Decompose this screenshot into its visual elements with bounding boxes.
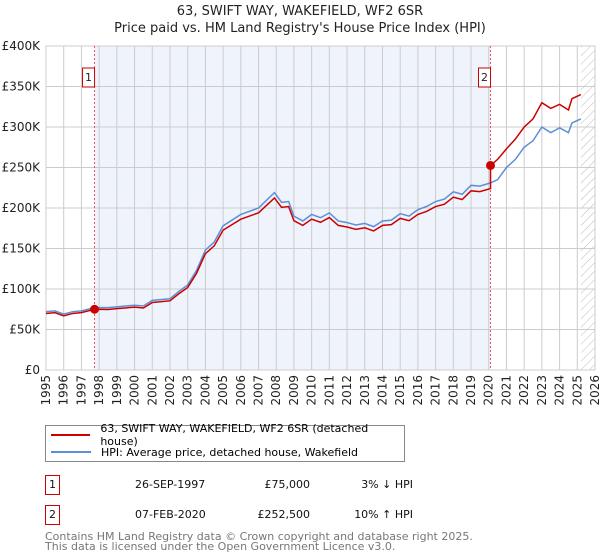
sale-marker-box	[478, 67, 492, 88]
x-tick-label: 2002	[163, 375, 177, 406]
x-tick-label: 2006	[234, 375, 248, 406]
y-tick-label: £300K	[2, 120, 42, 134]
sale-marker-label: 2	[481, 71, 488, 84]
legend-item-hpi: HPI: Average price, detached house, Wake…	[51, 444, 358, 460]
x-tick-label: 2000	[128, 375, 142, 406]
price-chart: 1995 1996 1997 1998 1999 2000 2001 2002 2003 2004…	[2, 39, 600, 406]
x-tick-label: 1999	[110, 375, 124, 406]
transaction-hpi: 3% ↓ HPI	[361, 478, 413, 491]
x-tick-label: 1997	[74, 375, 88, 406]
chart-title: 63, SWIFT WAY, WAKEFIELD, WF2 6SR	[176, 4, 424, 19]
legend-item-property: 63, SWIFT WAY, WAKEFIELD, WF2 6SR (detac…	[51, 422, 404, 448]
transaction-price: £252,500	[257, 508, 311, 521]
x-tick-label: 2018	[446, 375, 460, 406]
sale-point	[486, 160, 496, 170]
series-line-property	[45, 93, 582, 317]
y-tick-label: £250K	[2, 161, 42, 175]
legend-line-red	[51, 434, 91, 436]
x-tick-label: 2023	[535, 375, 549, 406]
sale-marker-box	[82, 67, 96, 88]
x-tick-label: 2022	[517, 375, 531, 406]
y-tick-label: £100K	[2, 282, 42, 296]
x-tick-label: 2009	[287, 375, 301, 406]
legend-label: HPI: Average price, detached house, Wake…	[101, 445, 359, 459]
x-tick-label: 2019	[464, 375, 478, 406]
marker-badge: 2	[45, 505, 60, 525]
legend-label: 63, SWIFT WAY, WAKEFIELD, WF2 6SR (detac…	[100, 422, 369, 448]
x-tick-label: 2026	[588, 375, 600, 406]
transaction-price: £75,000	[264, 478, 311, 491]
x-tick-label: 2017	[429, 375, 443, 406]
x-tick-label: 2021	[499, 375, 513, 406]
x-tick-label: 2005	[216, 375, 230, 406]
x-tick-label: 2012	[340, 375, 354, 406]
x-tick-label: 2015	[393, 375, 407, 406]
y-tick-label: £200K	[2, 201, 42, 215]
legend: 63, SWIFT WAY, WAKEFIELD, WF2 6SR (detac…	[45, 422, 405, 462]
y-tick-label: £50K	[9, 323, 41, 337]
x-tick-label: 2010	[305, 375, 319, 406]
x-tick-label: 1998	[92, 375, 106, 406]
chart-subtitle: Price paid vs. HM Land Registry's House …	[114, 21, 486, 36]
transaction-row: 1 26-SEP-1997 £75,000 3% ↓ HPI	[45, 475, 425, 497]
sale-marker-label: 1	[85, 71, 92, 84]
marker-badge: 1	[45, 475, 60, 495]
legend-line-blue	[51, 451, 91, 453]
x-tick-label: 2014	[375, 375, 389, 406]
x-tick-label: 2007	[252, 375, 266, 406]
footer-licence: This data is licensed under the Open Gov…	[45, 540, 396, 553]
y-tick-label: £0	[25, 363, 40, 377]
y-tick-label: £400K	[2, 39, 42, 53]
x-tick-label: 2004	[198, 375, 212, 406]
x-tick-label: 2008	[269, 375, 283, 406]
x-tick-label: 2011	[322, 375, 336, 406]
transaction-date: 07-FEB-2020	[135, 508, 206, 521]
x-tick-label: 2001	[145, 375, 159, 406]
sale-point	[90, 304, 100, 314]
transaction-row: 2 07-FEB-2020 £252,500 10% ↑ HPI	[45, 505, 425, 527]
y-tick-label: £350K	[2, 80, 42, 94]
plot-frame	[45, 45, 596, 371]
series-line-hpi	[45, 118, 582, 315]
x-tick-label: 2016	[411, 375, 425, 406]
x-tick-label: 2003	[181, 375, 195, 406]
transaction-date: 26-SEP-1997	[135, 478, 206, 491]
x-tick-label: 2025	[570, 375, 584, 406]
x-tick-label: 2013	[358, 375, 372, 406]
footer-copyright: Contains HM Land Registry data © Crown c…	[45, 530, 473, 543]
x-tick-label: 2024	[553, 375, 567, 406]
x-tick-label: 1996	[57, 375, 71, 406]
transaction-hpi: 10% ↑ HPI	[354, 508, 413, 521]
x-tick-label: 2020	[482, 375, 496, 406]
x-tick-label: 1995	[39, 375, 53, 406]
y-tick-label: £150K	[2, 242, 42, 256]
